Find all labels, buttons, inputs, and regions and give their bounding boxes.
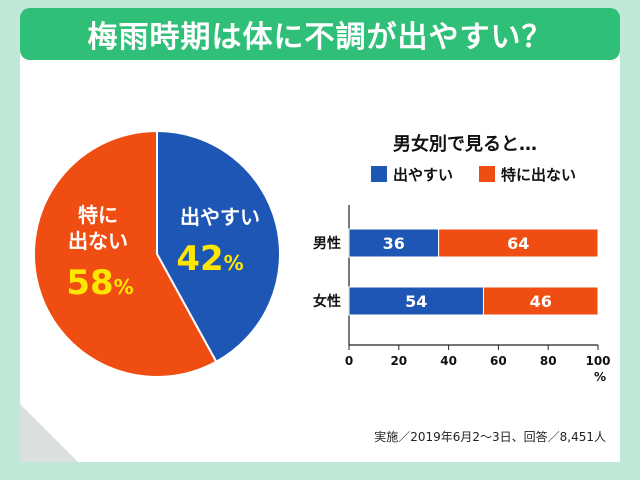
bar-segment-no — [482, 286, 599, 316]
axis-unit: % — [594, 370, 606, 384]
pie-slice-no — [33, 129, 218, 378]
pie-label-orange: 特に 出ない 58% — [66, 203, 133, 303]
bar-value-label: 46 — [530, 292, 552, 311]
page-title: 梅雨時期は体に不調が出やすい？ — [87, 20, 553, 55]
bar-chart-title: 男女別で見ると… — [393, 133, 537, 155]
bar-value-label: 54 — [405, 292, 427, 311]
pie-label-no-line2: 出ない — [68, 229, 128, 253]
pie-slice-yes — [156, 129, 281, 364]
x-tick-label: 100 — [585, 354, 610, 368]
header-banner: 梅雨時期は体に不調が出やすい？ — [20, 8, 620, 60]
pie-label-yes: 出やすい — [180, 205, 260, 229]
legend-label-yes: 出やすい — [393, 166, 453, 184]
x-tick-label: 80 — [540, 354, 557, 368]
x-tick-label: 40 — [440, 354, 457, 368]
pie-label-blue: 出やすい 42% — [176, 205, 260, 279]
legend-label-no: 特に出ない — [501, 166, 576, 184]
pie-value-no: 58% — [66, 263, 133, 303]
x-tick-label: 60 — [490, 354, 507, 368]
survey-footnote: 実施／2019年6月2〜3日、回答／8,451人 — [374, 430, 606, 444]
bar-segment-no — [438, 228, 599, 258]
bar-value-label: 64 — [507, 234, 529, 253]
legend: 出やすい 特に出ない — [371, 166, 576, 184]
legend-swatch-no — [479, 166, 495, 182]
pie-chart — [33, 129, 281, 378]
pie-value-yes: 42% — [176, 239, 243, 279]
pie-label-no-line1: 特に — [78, 203, 118, 227]
category-label: 女性 — [313, 293, 341, 310]
category-label: 男性 — [313, 235, 341, 252]
bar-value-label: 36 — [383, 234, 405, 253]
x-tick-label: 0 — [345, 354, 353, 368]
page-curl — [20, 404, 78, 462]
bar-segment-yes — [348, 286, 484, 316]
x-tick-label: 20 — [390, 354, 407, 368]
bar-chart: 0 20 40 60 80 100 男性 36 64 女性 54 46 — [313, 205, 611, 368]
legend-swatch-yes — [371, 166, 387, 182]
